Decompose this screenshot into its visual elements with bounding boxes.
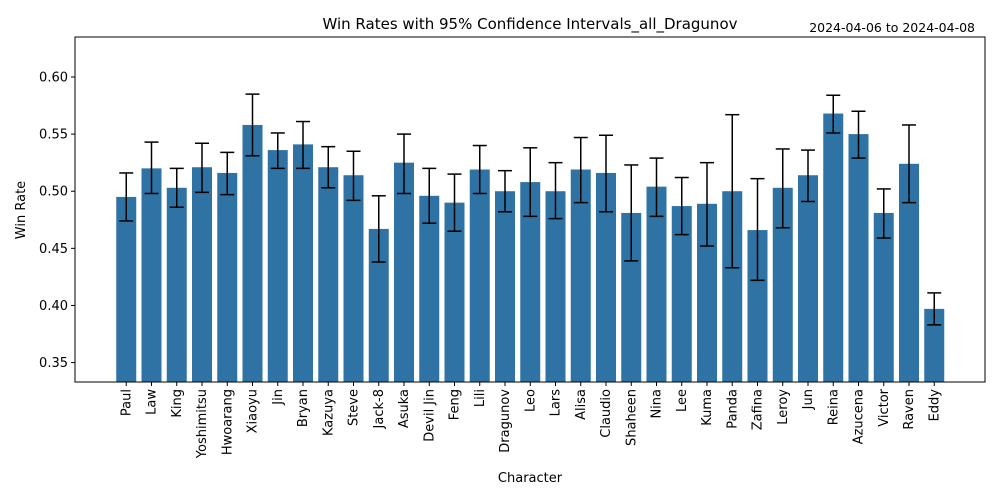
bar (570, 169, 591, 382)
bar (621, 212, 642, 382)
bar (924, 308, 945, 382)
y-tick-label: 0.60 (39, 70, 68, 85)
bar (166, 187, 187, 382)
x-tick-label: Raven (902, 389, 917, 430)
x-axis-label: Character (498, 471, 563, 486)
x-tick-label: Bryan (296, 389, 311, 427)
x-tick-label: Asuka (397, 389, 412, 428)
chart-title: Win Rates with 95% Confidence Intervals_… (322, 15, 737, 34)
x-tick-label: Devil Jin (422, 389, 437, 442)
x-tick-label: Lars (549, 389, 564, 417)
bar (848, 134, 869, 382)
bar (116, 196, 137, 382)
bar (545, 191, 566, 382)
y-tick-label: 0.50 (39, 185, 68, 200)
plot-frame (74, 36, 986, 383)
x-tick-label: King (170, 389, 185, 418)
x-tick-label: Shaheen (624, 389, 639, 446)
x-tick-label: Law (145, 389, 160, 415)
x-tick-label: Azucena (852, 389, 867, 444)
bar (217, 172, 238, 382)
x-tick-label: Kuma (700, 389, 715, 426)
x-tick-label: Zafina (751, 389, 766, 430)
x-tick-label: Hwoarang (220, 389, 235, 455)
x-tick-label: Alisa (574, 389, 589, 420)
bar (596, 172, 616, 382)
bar (798, 175, 818, 382)
bar (444, 202, 465, 382)
bar (469, 169, 490, 382)
bar (772, 187, 793, 382)
x-tick-label: Leroy (776, 389, 791, 425)
bar (293, 144, 313, 382)
x-tick-label: Victor (877, 388, 892, 426)
bar (343, 175, 364, 382)
x-tick-label: Steve (347, 389, 362, 426)
x-tick-label: Jin (271, 389, 286, 406)
y-tick-label: 0.55 (39, 128, 68, 143)
bar (899, 163, 919, 382)
x-tick-label: Lili (473, 389, 488, 407)
bar (267, 150, 288, 382)
bar (722, 191, 743, 382)
bar (823, 113, 844, 382)
bar (873, 212, 894, 382)
x-tick-label: Xiaoyu (246, 389, 261, 433)
bar (394, 162, 414, 382)
bar (697, 203, 717, 382)
bar (520, 182, 541, 382)
x-tick-label: Lee (675, 389, 690, 412)
x-tick-label: Feng (448, 389, 463, 420)
x-tick-label: Kazuya (321, 389, 336, 436)
y-axis-label: Win Rate (14, 181, 29, 239)
bar (192, 167, 212, 382)
x-tick-label: Jack-8 (372, 389, 387, 429)
x-tick-label: Reina (826, 389, 841, 425)
bar (419, 195, 440, 382)
x-tick-label: Leo (523, 389, 538, 412)
bar (242, 124, 263, 383)
y-tick-label: 0.40 (39, 299, 68, 314)
bar (368, 228, 389, 382)
x-tick-label: Eddy (927, 389, 942, 422)
y-tick-label: 0.45 (39, 242, 68, 257)
x-tick-label: Claudio (599, 389, 614, 438)
bar (646, 186, 667, 382)
x-tick-label: Paul (119, 389, 134, 416)
bar (671, 206, 692, 382)
bar (318, 167, 339, 382)
bar (495, 191, 515, 382)
x-tick-label: Nina (650, 389, 665, 419)
y-tick-label: 0.35 (39, 356, 68, 371)
date-range: 2024-04-06 to 2024-04-08 (809, 20, 975, 35)
x-tick-label: Jun (801, 389, 816, 410)
bar (747, 230, 768, 382)
x-tick-label: Yoshimitsu (195, 389, 210, 459)
x-tick-label: Panda (725, 389, 740, 429)
x-tick-label: Dragunov (498, 389, 513, 453)
bar (141, 168, 162, 382)
